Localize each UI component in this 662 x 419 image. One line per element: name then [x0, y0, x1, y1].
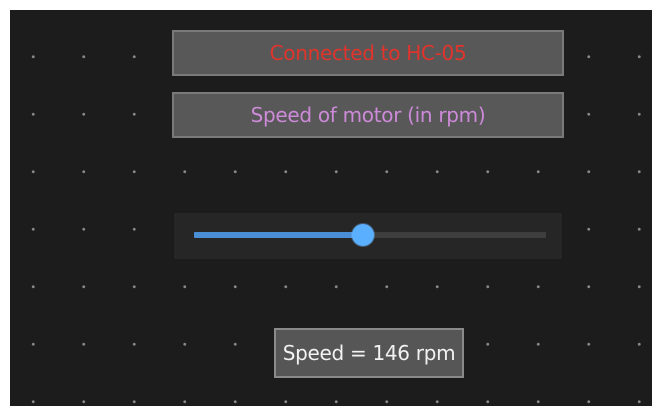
motor-speed-title-label: Speed of motor (in rpm): [172, 92, 564, 138]
speed-slider-panel: [174, 213, 562, 259]
speed-slider-fill: [194, 232, 363, 238]
connection-status-text: Connected to HC-05: [269, 41, 467, 65]
motor-speed-title-text: Speed of motor (in rpm): [250, 103, 486, 127]
speed-slider-thumb[interactable]: [351, 224, 374, 246]
speed-readout: Speed = 146 rpm: [274, 328, 464, 378]
app-screen: Connected to HC-05 Speed of motor (in rp…: [10, 10, 652, 406]
speed-readout-text: Speed = 146 rpm: [282, 341, 456, 365]
connection-status-label: Connected to HC-05: [172, 30, 564, 76]
speed-slider[interactable]: [194, 224, 546, 246]
